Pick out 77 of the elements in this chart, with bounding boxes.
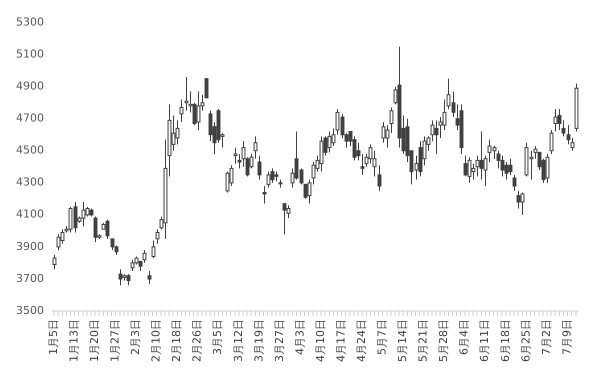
- x-tick-label: 3月19日: [252, 319, 266, 362]
- x-tick-label: 1月27日: [108, 319, 122, 362]
- candlestick: [118, 268, 122, 286]
- y-tick-label: 4500: [16, 144, 44, 157]
- x-tick-label: 7月2日: [540, 319, 553, 356]
- candlestick: [148, 270, 152, 284]
- candlestick: [434, 120, 438, 154]
- candlestick: [262, 186, 266, 204]
- y-tick-label: 4300: [16, 176, 44, 189]
- x-tick-label: 5月7日: [376, 319, 389, 356]
- candlestick: [126, 274, 130, 286]
- x-tick-label: 7月9日: [560, 319, 574, 356]
- x-tick-label: 2月10日: [150, 319, 163, 362]
- x-tick-label: 3月5日: [211, 319, 224, 356]
- x-tick-label: 2月3日: [129, 319, 142, 356]
- candlestick: [500, 155, 504, 177]
- candlestick: [258, 155, 262, 180]
- y-tick-label: 3900: [16, 240, 44, 253]
- x-tick-label: 6月11日: [478, 319, 492, 362]
- x-tick-label: 2月18日: [170, 319, 184, 362]
- y-tick-label: 3700: [16, 272, 44, 285]
- candlestick: [106, 219, 110, 240]
- x-tick-label: 2月26日: [190, 319, 204, 362]
- candlestick: [328, 131, 332, 153]
- candlestick: [152, 240, 156, 259]
- candlestick: [110, 238, 114, 251]
- candlestick: [274, 171, 278, 182]
- candlestick: [130, 259, 134, 272]
- x-tick-label: 6月25日: [519, 319, 532, 362]
- y-tick-label: 4100: [16, 208, 44, 221]
- candlestick: [464, 155, 468, 177]
- candlestick: [480, 131, 484, 180]
- candlestick: [516, 190, 520, 209]
- x-tick-label: 3月27日: [272, 319, 286, 362]
- x-tick-label: 4月24日: [355, 319, 368, 362]
- candlestick: [234, 147, 238, 164]
- candlestick: [180, 99, 184, 122]
- candlestick: [56, 234, 60, 251]
- y-tick-label: 4700: [16, 112, 44, 125]
- candlestick: [282, 203, 286, 235]
- candlestick: [550, 129, 554, 154]
- candlestick: [520, 192, 524, 216]
- x-tick-label: 1月20日: [88, 319, 101, 362]
- candlestick: [320, 136, 324, 172]
- candlestick: [270, 168, 274, 184]
- candlestick: [142, 250, 146, 264]
- candlestick: [476, 155, 480, 177]
- x-tick-label: 1月5日: [46, 319, 60, 356]
- candlestick: [508, 158, 512, 176]
- x-tick-label: 4月3日: [293, 319, 306, 356]
- x-tick-label: 1月13日: [67, 319, 80, 362]
- candlestick: [156, 228, 160, 244]
- candlestick: [266, 171, 270, 188]
- candlestick: [94, 216, 98, 243]
- candlestick: [546, 153, 550, 184]
- x-tick-label: 5月28日: [437, 319, 450, 362]
- y-tick-label: 5100: [16, 48, 44, 61]
- x-tick-label: 5月21日: [416, 319, 430, 362]
- candlestick: [554, 108, 558, 132]
- y-tick-label: 5300: [16, 15, 44, 28]
- candlestick: [52, 254, 56, 270]
- x-tick-label: 4月10日: [314, 319, 327, 362]
- x-tick-label: 3月12日: [232, 319, 245, 362]
- x-tick-label: 6月4日: [458, 319, 471, 356]
- candlestick: [82, 202, 86, 227]
- candlestick: [468, 156, 472, 184]
- candlestick: [382, 121, 386, 144]
- candlestick: [378, 164, 382, 192]
- x-tick-label: 4月17日: [334, 319, 348, 362]
- x-tick-label: 5月14日: [396, 319, 410, 362]
- x-tick-label: 6月18日: [498, 319, 512, 362]
- candlestick: [360, 153, 364, 176]
- candlestick: [196, 90, 200, 130]
- candlestick: [184, 76, 188, 112]
- y-tick-label: 3500: [16, 304, 44, 317]
- candlestick: [512, 174, 516, 192]
- y-tick-label: 4900: [16, 80, 44, 93]
